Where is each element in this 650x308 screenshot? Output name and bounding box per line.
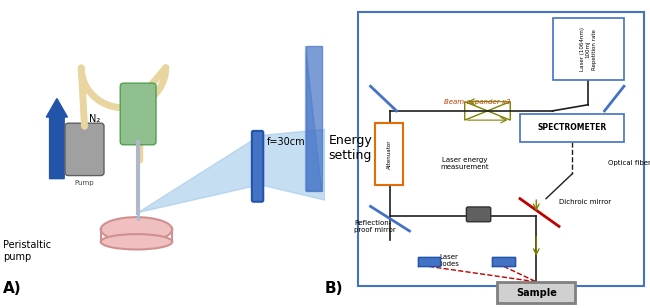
Text: Reflection-
proof mirror: Reflection- proof mirror <box>354 220 396 233</box>
Text: Peristaltic
pump: Peristaltic pump <box>3 240 51 262</box>
Text: Dichroic mirror: Dichroic mirror <box>559 199 611 205</box>
Ellipse shape <box>101 217 172 242</box>
Text: Optical fiber: Optical fiber <box>608 160 650 166</box>
Text: Laser energy
measurement: Laser energy measurement <box>441 157 489 170</box>
Text: f=30cm: f=30cm <box>266 137 305 147</box>
FancyBboxPatch shape <box>552 18 624 80</box>
Polygon shape <box>493 257 515 266</box>
Text: Energy
setting: Energy setting <box>328 134 372 162</box>
Text: Pump: Pump <box>75 180 94 186</box>
Polygon shape <box>138 129 325 213</box>
FancyBboxPatch shape <box>497 282 575 303</box>
Text: Laser
diodes: Laser diodes <box>437 254 460 267</box>
Text: Sample: Sample <box>516 288 556 298</box>
Text: A): A) <box>3 281 22 296</box>
Polygon shape <box>306 46 322 191</box>
FancyBboxPatch shape <box>467 207 491 222</box>
Text: SPECTROMETER: SPECTROMETER <box>538 123 606 132</box>
FancyBboxPatch shape <box>65 123 104 176</box>
Ellipse shape <box>101 234 172 249</box>
FancyArrow shape <box>46 99 68 179</box>
Polygon shape <box>306 46 322 191</box>
FancyBboxPatch shape <box>358 12 644 286</box>
Polygon shape <box>417 257 441 266</box>
Text: Attenuator: Attenuator <box>387 139 392 169</box>
Text: B): B) <box>325 281 343 296</box>
Text: N₂: N₂ <box>88 114 100 124</box>
Text: Laser (1064nm)
100mJ
Repetition rate: Laser (1064nm) 100mJ Repetition rate <box>580 27 597 71</box>
Text: Beam expander x3: Beam expander x3 <box>445 99 511 105</box>
FancyBboxPatch shape <box>520 114 624 142</box>
FancyBboxPatch shape <box>120 83 156 145</box>
FancyBboxPatch shape <box>252 131 263 202</box>
FancyBboxPatch shape <box>376 123 403 185</box>
